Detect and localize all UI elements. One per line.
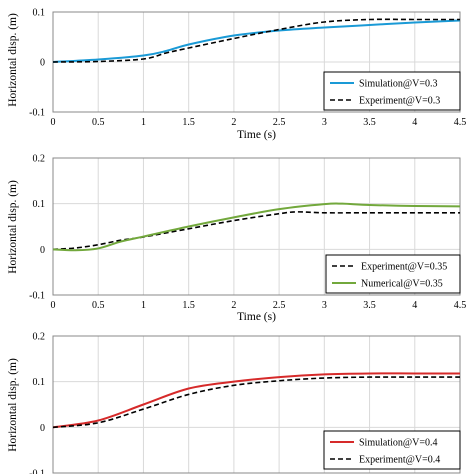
x-tick-label: 0.5: [92, 117, 105, 128]
y-tick-label: -0.1: [29, 469, 45, 474]
y-tick-label: 0: [40, 423, 45, 434]
legend-box: [323, 71, 461, 111]
series-group: [53, 372, 460, 429]
x-tick-label: 4: [412, 117, 417, 128]
series-group: [53, 202, 460, 252]
chart-panel-2: -0.1 0 0.1 0.2 0 0.5 1 1.5 2 2.5 3 3.5 4 4.5 Time (s) H…: [7, 154, 466, 324]
chart-panel-3: -0.100.10.200.511.522.533.544.5Horizonta…: [7, 332, 461, 474]
y-tick-label: 0: [40, 58, 45, 69]
y-axis-label: Horizontal disp. (m): [7, 13, 19, 107]
y-tick-label: 0.1: [33, 377, 46, 388]
x-tick-label: 2.5: [273, 300, 286, 311]
legend-label-1: Simulation@V=0.3: [359, 79, 437, 90]
y-tick-label: 0.1: [33, 199, 46, 210]
plot-frame: [52, 157, 461, 296]
x-axis-label: Time (s): [237, 129, 276, 141]
chart-panel-1: -0.1 0 0.1 0 0.5 1 1.5 2 2.5 3 3.5 4 4.5 Time (s) Hori…: [7, 8, 466, 142]
x-tick-label: 1.5: [182, 300, 195, 311]
legend-box: [325, 254, 461, 294]
legend-label-2: Experiment@V=0.3: [359, 96, 440, 107]
y-tick-label: 0.2: [33, 332, 46, 343]
x-tick-label: 3.5: [363, 300, 376, 311]
series-line-2: [53, 376, 460, 429]
x-tick-label: 3: [322, 300, 327, 311]
x-tick-label: 4.5: [454, 117, 467, 128]
x-tick-label: 4: [412, 300, 417, 311]
x-tick-label: 4.5: [454, 300, 467, 311]
x-axis-label: Time (s): [237, 311, 276, 323]
y-tick-label: -0.1: [29, 291, 45, 302]
y-tick-label: 0: [40, 245, 45, 256]
y-tick-label: -0.1: [29, 108, 45, 119]
x-tick-label: 1: [141, 300, 146, 311]
series-line-1: [53, 19, 460, 63]
x-tick-label: 3.5: [363, 117, 376, 128]
legend: Experiment@V=0.35 Numerical@V=0.35: [325, 254, 461, 294]
y-tick-label: 0.2: [33, 154, 46, 165]
x-tick-label: 0: [51, 300, 56, 311]
x-tick-label: 0.5: [92, 300, 105, 311]
series-line-2: [53, 18, 460, 63]
plot-frame: [52, 335, 461, 474]
series-line-2: [53, 202, 460, 252]
legend-box: [323, 430, 461, 470]
x-tick-label: 3: [322, 117, 327, 128]
series-line-1: [53, 372, 460, 429]
x-tick-label: 1.5: [182, 117, 195, 128]
y-tick-label: 0.1: [33, 8, 46, 19]
legend: Simulation@V=0.4 Experiment@V=0.4: [323, 430, 461, 470]
y-axis-label: Horizontal disp. (m): [7, 358, 19, 452]
legend-label-1: Experiment@V=0.35: [361, 262, 447, 273]
x-tick-label: 0: [51, 117, 56, 128]
x-tick-label: 2.5: [273, 117, 286, 128]
legend-label-1: Simulation@V=0.4: [359, 438, 437, 449]
x-tick-label: 1: [141, 117, 146, 128]
x-tick-label: 2: [231, 117, 236, 128]
series-group: [53, 18, 460, 63]
legend-label-2: Numerical@V=0.35: [361, 279, 443, 290]
y-axis-label: Horizontal disp. (m): [7, 180, 19, 274]
x-tick-label: 2: [231, 300, 236, 311]
legend: Simulation@V=0.3 Experiment@V=0.3: [323, 71, 461, 111]
legend-label-2: Experiment@V=0.4: [359, 455, 440, 466]
